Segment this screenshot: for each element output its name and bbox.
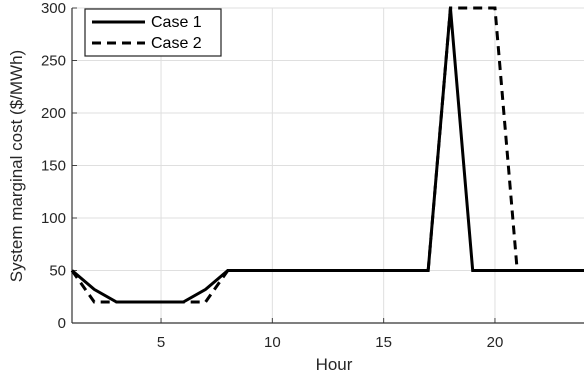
x-tick-label: 15 bbox=[375, 334, 392, 351]
y-tick-label: 200 bbox=[41, 105, 66, 122]
y-tick-label: 100 bbox=[41, 210, 66, 227]
case-2-legend-label: Case 2 bbox=[151, 35, 202, 52]
y-tick-label: 50 bbox=[49, 263, 66, 280]
y-tick-label: 150 bbox=[41, 158, 66, 175]
x-tick-label: 10 bbox=[264, 334, 281, 351]
series-layer bbox=[70, 6, 584, 304]
y-tick-label: 250 bbox=[41, 53, 66, 70]
case-1-legend-label: Case 1 bbox=[151, 14, 202, 31]
x-axis-label: Hour bbox=[316, 355, 353, 374]
y-axis-label: System marginal cost ($/MWh) bbox=[7, 50, 26, 282]
x-tick-label: 5 bbox=[157, 334, 165, 351]
y-tick-label: 0 bbox=[58, 315, 66, 332]
legend: Case 1 Case 2 bbox=[84, 8, 222, 57]
x-tick-label: 20 bbox=[487, 334, 504, 351]
case-2-line bbox=[70, 6, 584, 304]
legend-box bbox=[84, 8, 222, 57]
y-tick-label: 300 bbox=[41, 0, 66, 17]
